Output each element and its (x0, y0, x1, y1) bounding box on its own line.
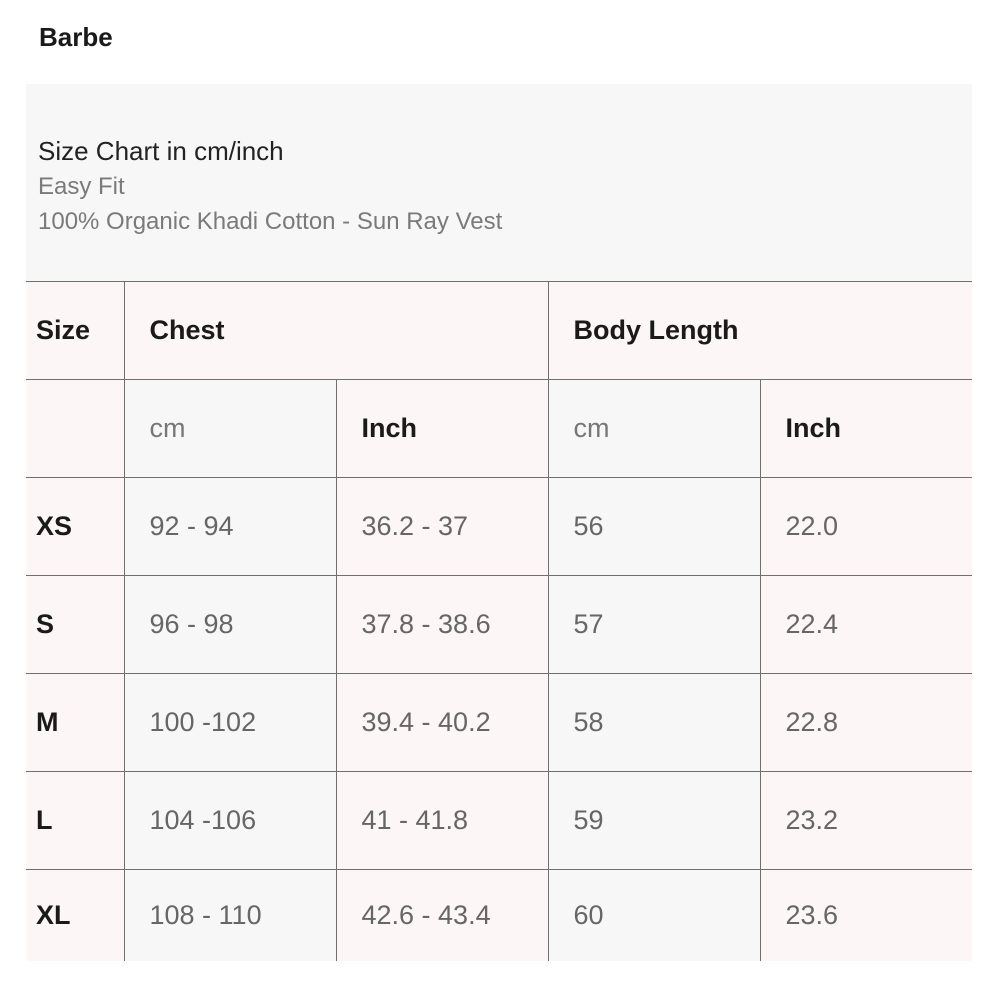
size-chart-intro: Size Chart in cm/inch Easy Fit 100% Orga… (26, 84, 972, 281)
size-cell: M (26, 673, 125, 772)
subheader-empty (26, 379, 125, 478)
chest-inch-cell: 42.6 - 43.4 (335, 869, 549, 961)
size-cell: XS (26, 477, 125, 576)
body-cm-cell: 60 (547, 869, 761, 961)
chest-inch-cell: 41 - 41.8 (335, 771, 549, 870)
chest-cm-cell: 104 -106 (123, 771, 337, 870)
table-row: L 104 -106 41 - 41.8 59 23.2 (26, 771, 973, 870)
size-cell: L (26, 771, 125, 870)
fit-label: Easy Fit (38, 173, 125, 200)
header-body-length: Body Length (547, 281, 973, 380)
subheader-chest-inch: Inch (335, 379, 549, 478)
body-inch-cell: 22.4 (759, 575, 973, 674)
body-inch-cell: 22.8 (759, 673, 973, 772)
body-cm-cell: 59 (547, 771, 761, 870)
subheader-body-inch: Inch (759, 379, 973, 478)
body-cm-cell: 57 (547, 575, 761, 674)
header-size: Size (26, 281, 125, 380)
table-row: XS 92 - 94 36.2 - 37 56 22.0 (26, 477, 973, 576)
size-chart-title: Size Chart in cm/inch (38, 136, 284, 166)
table-row: XL 108 - 110 42.6 - 43.4 60 23.6 (26, 869, 973, 961)
body-cm-cell: 58 (547, 673, 761, 772)
chest-cm-cell: 92 - 94 (123, 477, 337, 576)
body-inch-cell: 23.6 (759, 869, 973, 961)
subheader-row: cm Inch cm Inch (26, 379, 973, 478)
chest-inch-cell: 37.8 - 38.6 (335, 575, 549, 674)
body-inch-cell: 23.2 (759, 771, 973, 870)
size-cell: XL (26, 869, 125, 961)
size-cell: S (26, 575, 125, 674)
chest-cm-cell: 108 - 110 (123, 869, 337, 961)
product-name: 100% Organic Khadi Cotton - Sun Ray Vest (38, 208, 503, 235)
header-chest: Chest (123, 281, 549, 380)
chest-inch-cell: 36.2 - 37 (335, 477, 549, 576)
body-cm-cell: 56 (547, 477, 761, 576)
brand-title: Barbe (39, 22, 113, 52)
table-row: S 96 - 98 37.8 - 38.6 57 22.4 (26, 575, 973, 674)
table-row: M 100 -102 39.4 - 40.2 58 22.8 (26, 673, 973, 772)
body-inch-cell: 22.0 (759, 477, 973, 576)
chest-cm-cell: 96 - 98 (123, 575, 337, 674)
chest-inch-cell: 39.4 - 40.2 (335, 673, 549, 772)
header-row: Size Chest Body Length (26, 281, 973, 380)
subheader-body-cm: cm (547, 379, 761, 478)
subheader-chest-cm: cm (123, 379, 337, 478)
chest-cm-cell: 100 -102 (123, 673, 337, 772)
size-table: Size Chest Body Length cm Inch cm Inch X… (26, 281, 973, 961)
